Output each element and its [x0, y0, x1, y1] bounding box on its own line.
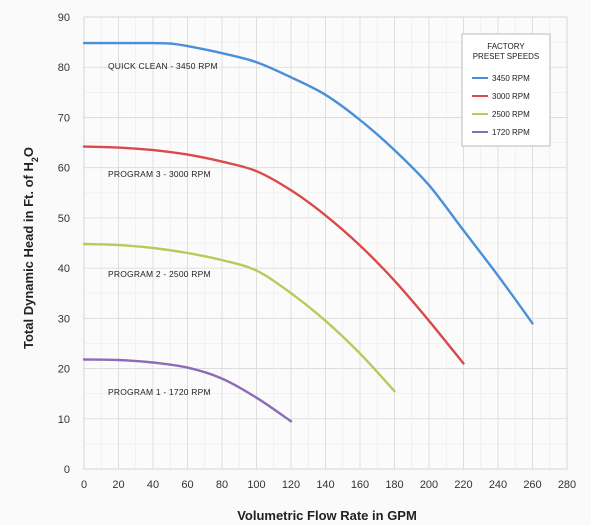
y-tick-label: 40	[58, 263, 70, 275]
legend-entry: 2500 RPM	[492, 110, 530, 119]
curve-label: PROGRAM 1 - 1720 RPM	[108, 387, 211, 397]
x-tick-label: 220	[454, 479, 472, 491]
y-tick-label: 0	[64, 464, 70, 476]
legend-entry: 3000 RPM	[492, 92, 530, 101]
x-tick-label: 120	[282, 479, 300, 491]
x-tick-label: 20	[112, 479, 124, 491]
y-axis-title: Total Dynamic Head in Ft. of H2O	[21, 147, 40, 349]
y-tick-label: 60	[58, 163, 70, 175]
x-tick-label: 140	[316, 479, 334, 491]
x-tick-label: 160	[351, 479, 369, 491]
x-tick-label: 280	[558, 479, 576, 491]
curve-label: PROGRAM 2 - 2500 RPM	[108, 269, 211, 279]
legend-entry: 3450 RPM	[492, 74, 530, 83]
x-tick-label: 60	[181, 479, 193, 491]
x-tick-label: 100	[247, 479, 265, 491]
y-tick-label: 50	[58, 213, 70, 225]
x-axis-title: Volumetric Flow Rate in GPM	[237, 508, 417, 523]
series-line-1720-rpm	[82, 358, 293, 423]
y-tick-label: 10	[58, 414, 70, 426]
curve-label-layer: QUICK CLEAN - 3450 RPM PROGRAM 3 - 3000 R…	[108, 61, 218, 397]
y-axis-title-end: O	[21, 147, 36, 157]
series-line-3450-rpm	[82, 41, 534, 325]
x-tick-label: 200	[420, 479, 438, 491]
curve-label: PROGRAM 3 - 3000 RPM	[108, 169, 211, 179]
x-tick-label: 240	[489, 479, 507, 491]
y-tick-label: 70	[58, 112, 70, 124]
y-axis-title-main: Total Dynamic Head in Ft. of H	[21, 162, 36, 349]
series-line-2500-rpm	[82, 242, 396, 393]
curve-label: QUICK CLEAN - 3450 RPM	[108, 61, 218, 71]
x-tick-label: 40	[147, 479, 159, 491]
y-tick-label: 80	[58, 62, 70, 74]
x-tick-label: 180	[385, 479, 403, 491]
series-layer	[82, 41, 534, 423]
y-axis-title-subscript: 2	[30, 157, 40, 162]
x-tick-label: 260	[523, 479, 541, 491]
y-tick-label: 30	[58, 313, 70, 325]
legend-title: PRESET SPEEDS	[473, 52, 540, 61]
y-tick-label: 20	[58, 364, 70, 376]
y-tick-label: 90	[58, 12, 70, 24]
legend-entry: 1720 RPM	[492, 128, 530, 137]
x-tick-label: 0	[81, 479, 87, 491]
series-line-3000-rpm	[82, 145, 465, 365]
legend-title: FACTORY	[487, 42, 525, 51]
x-tick-label: 80	[216, 479, 228, 491]
axis-layer: 0 20 40 60 80 100 120 140 160 180 200 220 240 260 280 0…	[58, 12, 576, 491]
legend-box	[461, 33, 551, 147]
